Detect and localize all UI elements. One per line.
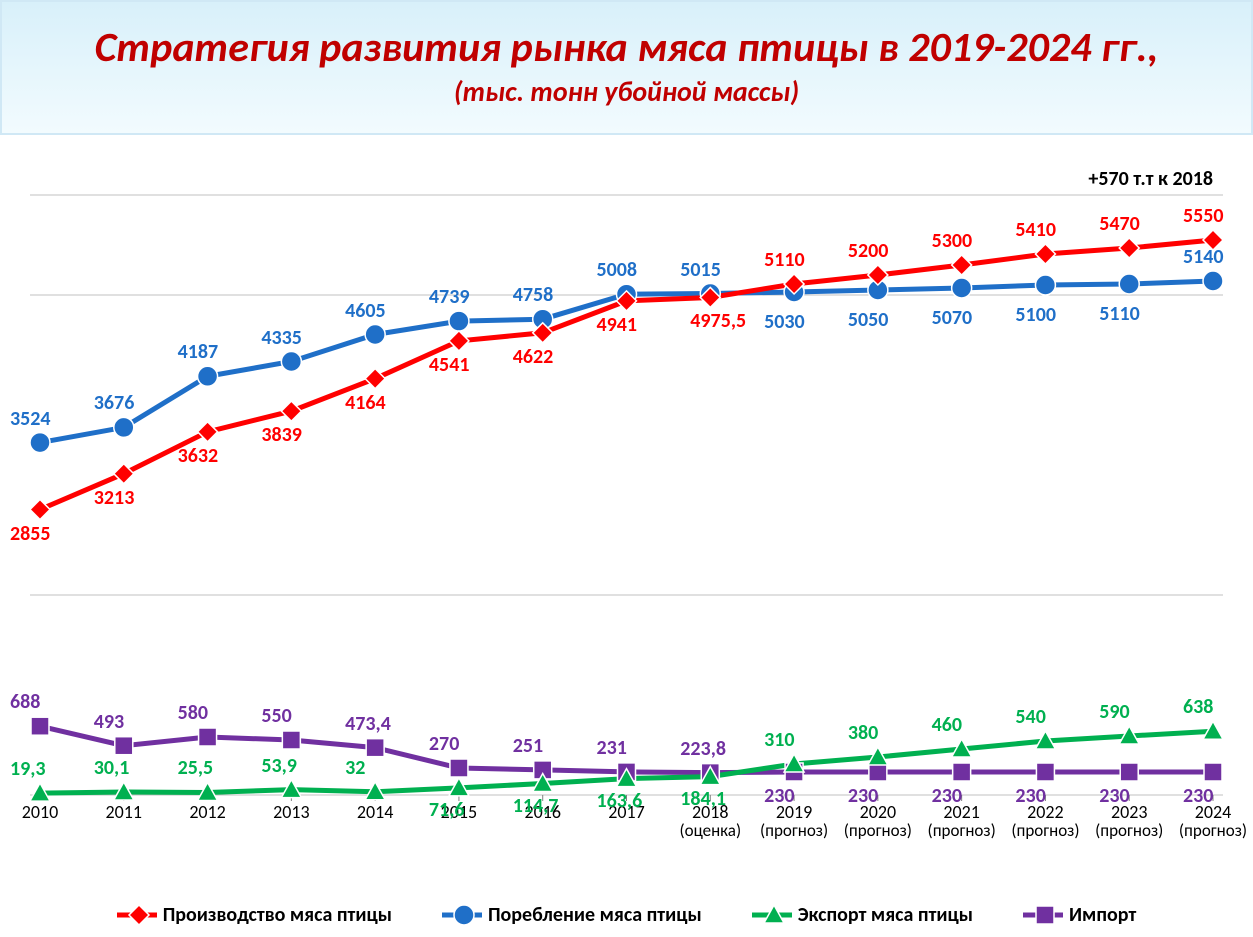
- data-label: 550: [261, 704, 291, 728]
- data-label: 4622: [513, 345, 554, 369]
- data-label: 5110: [764, 248, 805, 272]
- data-label: 4941: [597, 313, 638, 337]
- data-label: 590: [1099, 700, 1129, 724]
- data-label: 3676: [94, 391, 135, 415]
- data-label: 71,6: [429, 798, 465, 822]
- data-label: 3632: [178, 444, 219, 468]
- data-label: 53,9: [261, 754, 297, 778]
- x-axis-label: 2010: [0, 803, 80, 822]
- data-label: 270: [429, 732, 459, 756]
- data-label: 5140: [1183, 245, 1224, 269]
- data-label: 638: [1183, 695, 1213, 719]
- x-axis-label: 2022(прогноз): [1005, 803, 1085, 840]
- data-label: 4335: [261, 326, 302, 350]
- data-label: 4541: [429, 353, 470, 377]
- data-label: 30,1: [94, 756, 130, 780]
- data-label: 5008: [597, 258, 638, 282]
- data-label: 5110: [1099, 302, 1140, 326]
- chart-area: Производство мяса птицы Поребление мяса п…: [0, 135, 1253, 937]
- header: Стратегия развития рынка мяса птицы в 20…: [0, 0, 1253, 135]
- data-label: 5410: [1015, 218, 1056, 242]
- data-label: 230: [1015, 784, 1045, 808]
- x-axis-label: 2023(прогноз): [1089, 803, 1169, 840]
- data-label: 310: [764, 728, 794, 752]
- data-label: 540: [1015, 705, 1045, 729]
- data-label: 230: [1099, 784, 1129, 808]
- data-label: 3524: [10, 407, 51, 431]
- data-label: 163,6: [597, 789, 643, 813]
- x-axis-label: 2014: [335, 803, 415, 822]
- legend-item: Импорт: [1023, 903, 1136, 927]
- data-label: 114,7: [513, 794, 559, 818]
- data-label: 4758: [513, 283, 554, 307]
- x-axis-label: 2012: [168, 803, 248, 822]
- data-label: 4164: [345, 391, 386, 415]
- data-label: 5070: [932, 306, 973, 330]
- x-axis-label: 2024(прогноз): [1173, 803, 1253, 840]
- legend-item: Экспорт мяса птицы: [752, 903, 973, 927]
- data-label: 688: [10, 690, 40, 714]
- legend-item: Поребление мяса птицы: [442, 903, 702, 927]
- data-label: 5470: [1099, 212, 1140, 236]
- legend-label: Экспорт мяса птицы: [798, 903, 973, 927]
- data-label: 230: [764, 784, 794, 808]
- chart-title: Стратегия развития рынка мяса птицы в 20…: [95, 26, 1159, 70]
- data-label: 473,4: [345, 712, 391, 736]
- data-label: 230: [932, 784, 962, 808]
- data-label: 19,3: [10, 757, 46, 781]
- data-label: 5050: [848, 308, 889, 332]
- legend-item: Производство мяса птицы: [117, 903, 392, 927]
- data-label: 184,1: [680, 787, 726, 811]
- data-label: 4605: [345, 299, 386, 323]
- data-label: 493: [94, 710, 124, 734]
- data-label: 5300: [932, 229, 973, 253]
- x-axis-label: 2011: [84, 803, 164, 822]
- data-label: 5200: [848, 239, 889, 263]
- x-axis-label: 2019(прогноз): [754, 803, 834, 840]
- data-label: 32: [345, 756, 365, 780]
- data-label: 3839: [261, 423, 302, 447]
- data-label: 2855: [10, 522, 51, 546]
- data-label: 380: [848, 721, 878, 745]
- data-label: 251: [513, 734, 543, 758]
- data-label: 230: [1183, 784, 1213, 808]
- x-axis-label: 2020(прогноз): [838, 803, 918, 840]
- legend-label: Производство мяса птицы: [163, 903, 392, 927]
- legend-label: Импорт: [1069, 903, 1136, 927]
- data-label: 3213: [94, 486, 135, 510]
- data-label: 230: [848, 784, 878, 808]
- legend-label: Поребление мяса птицы: [488, 903, 702, 927]
- data-label: 5100: [1015, 303, 1056, 327]
- annotation-text: +570 т.т к 2018: [1088, 167, 1213, 191]
- x-axis-label: 2021(прогноз): [922, 803, 1002, 840]
- data-label: 580: [178, 701, 208, 725]
- legend: Производство мяса птицы Поребление мяса п…: [0, 903, 1253, 927]
- data-label: 460: [932, 713, 962, 737]
- data-label: 223,8: [680, 737, 726, 761]
- data-label: 4187: [178, 340, 219, 364]
- chart-subtitle: (тыс. тонн убойной массы): [454, 74, 799, 109]
- data-label: 231: [597, 736, 627, 760]
- data-label: 4975,5: [690, 309, 746, 333]
- x-axis-label: 2013: [251, 803, 331, 822]
- data-label: 4739: [429, 285, 470, 309]
- data-label: 25,5: [178, 756, 214, 780]
- data-label: 5550: [1183, 204, 1224, 228]
- data-label: 5015: [680, 258, 721, 282]
- data-label: 5030: [764, 310, 805, 334]
